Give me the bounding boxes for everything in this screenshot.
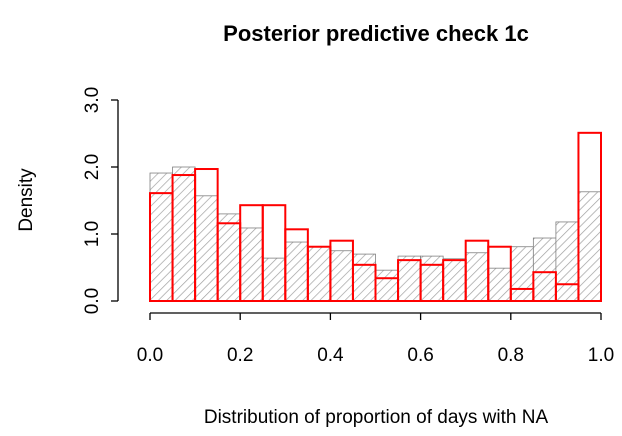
histogram-bar (465, 252, 489, 302)
histogram-bar (329, 250, 354, 302)
histogram-bar (510, 246, 534, 302)
histogram-bar (397, 255, 421, 302)
chart-title: Posterior predictive check 1c (223, 21, 529, 46)
y-tick-label: 1.0 (82, 221, 103, 247)
histogram-bar (420, 255, 444, 302)
histogram-bar (217, 213, 241, 302)
histogram-bar (578, 191, 602, 302)
histogram-bar (307, 246, 331, 302)
histogram-bar (172, 166, 196, 302)
histogram-bar (487, 245, 512, 302)
histogram-bar (284, 241, 309, 302)
histogram-bar (487, 267, 512, 302)
histogram-bar (442, 258, 467, 302)
histogram-bar (555, 221, 579, 302)
x-tick-label: 0.4 (317, 345, 344, 366)
y-tick-label: 3.0 (82, 87, 103, 113)
histogram-bar (262, 257, 286, 302)
x-tick-label: 1.0 (588, 345, 614, 366)
x-tick-label: 0.8 (498, 345, 524, 366)
x-tick-label: 0.6 (407, 345, 433, 366)
histogram-bar (194, 195, 219, 302)
y-tick-label: 2.0 (82, 154, 103, 180)
histogram-bar (239, 227, 264, 302)
x-tick-label: 0.0 (137, 345, 163, 366)
x-tick-label: 0.2 (227, 345, 253, 366)
histogram-bar (352, 253, 376, 302)
y-axis-label: Density (16, 168, 37, 232)
histogram-bar (375, 269, 399, 302)
histogram-bar (532, 237, 557, 302)
x-axis-label: Distribution of proportion of days with … (204, 407, 549, 428)
y-tick-label: 0.0 (82, 288, 103, 314)
histogram-bar (577, 131, 603, 302)
